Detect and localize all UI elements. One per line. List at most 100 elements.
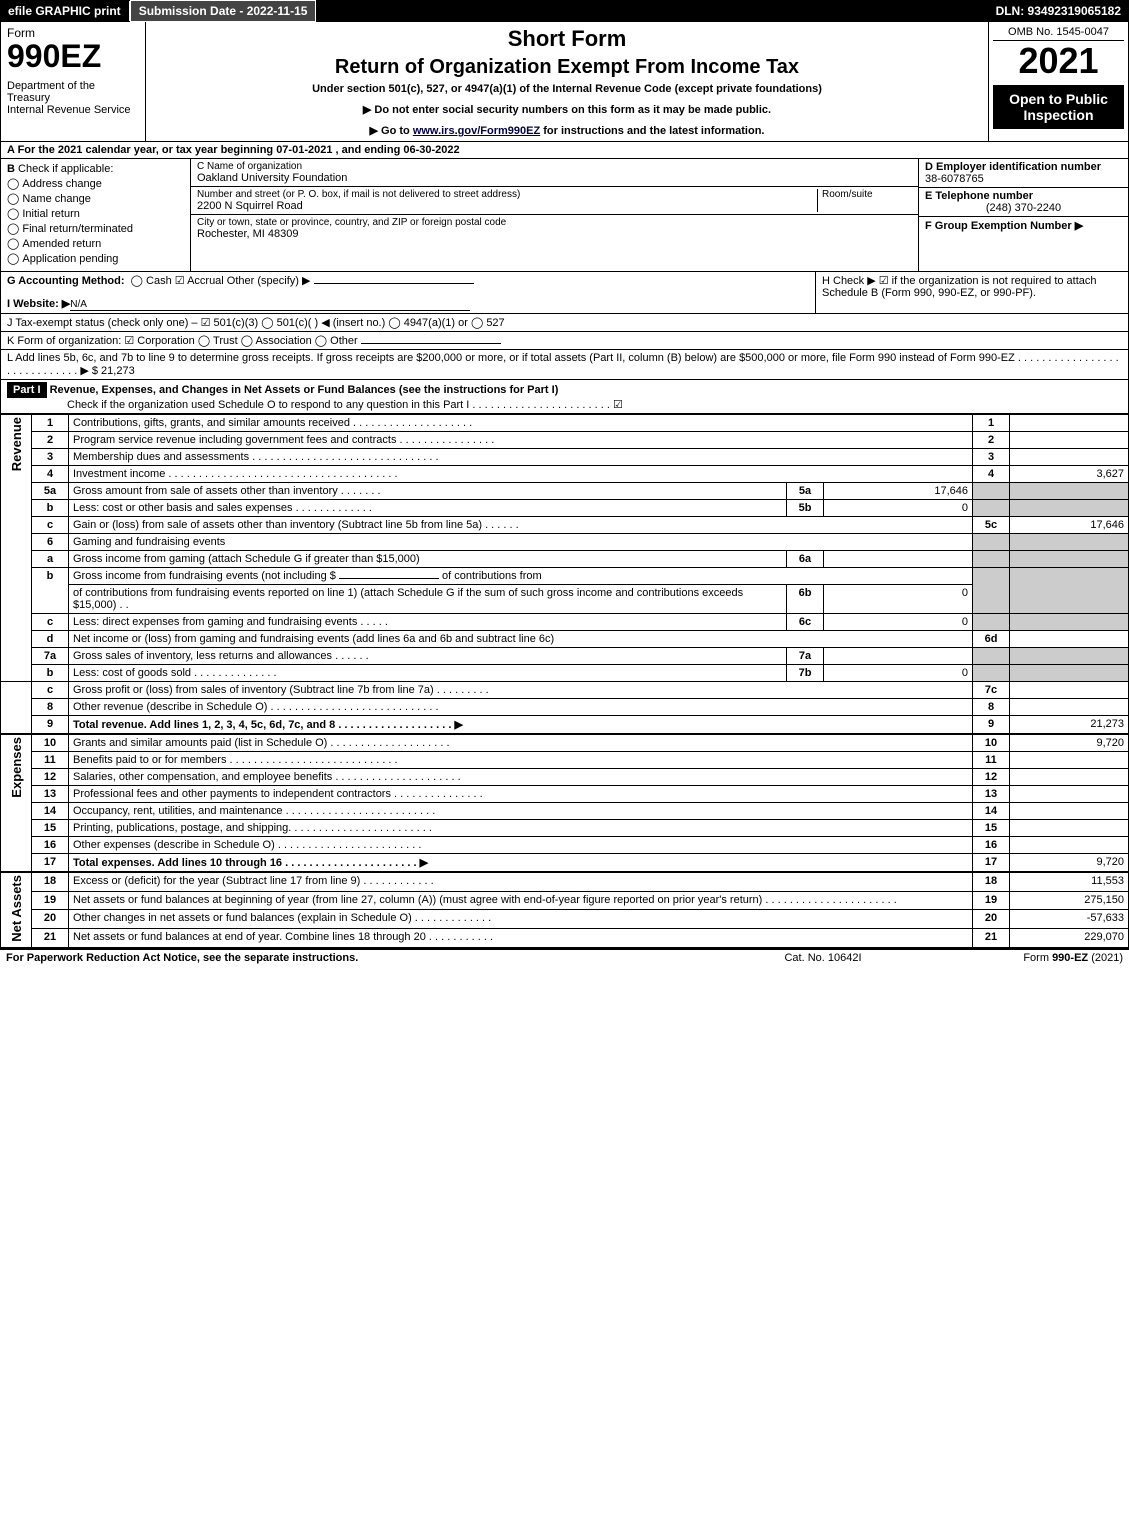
line-6d-num: d — [32, 631, 69, 648]
header-right: OMB No. 1545-0047 2021 Open to Public In… — [988, 22, 1128, 141]
page-footer: For Paperwork Reduction Act Notice, see … — [0, 948, 1129, 966]
line-4-num: 4 — [32, 466, 69, 483]
submission-date-label: Submission Date - 2022-11-15 — [130, 0, 317, 22]
line-6b-num: b — [32, 568, 69, 614]
accounting-method-opts[interactable]: ◯ Cash ☑ Accrual Other (specify) ▶ — [131, 275, 311, 287]
irs-link[interactable]: www.irs.gov/Form990EZ — [413, 125, 540, 137]
opt-address-change[interactable]: ◯ Address change — [7, 177, 184, 190]
efile-print-label[interactable]: efile GRAPHIC print — [0, 1, 130, 21]
line-2-text: Program service revenue including govern… — [69, 432, 973, 449]
line-14-text: Occupancy, rent, utilities, and maintena… — [69, 803, 973, 820]
line-7c-num: c — [32, 682, 69, 699]
dln-label: DLN: 93492319065182 — [988, 1, 1129, 21]
part-1-title: Revenue, Expenses, and Changes in Net As… — [50, 384, 559, 396]
opt-name-change[interactable]: ◯ Name change — [7, 192, 184, 205]
part-1-header: Part I Revenue, Expenses, and Changes in… — [0, 380, 1129, 414]
box-h[interactable]: H Check ▶ ☑ if the organization is not r… — [815, 272, 1128, 313]
line-6d-amount — [1010, 631, 1129, 648]
line-7b-subamt: 0 — [824, 665, 973, 682]
line-6c-text: Less: direct expenses from gaming and fu… — [69, 614, 787, 631]
opt-application-pending[interactable]: ◯ Application pending — [7, 252, 184, 265]
line-11-text: Benefits paid to or for members . . . . … — [69, 752, 973, 769]
line-18-amount: 11,553 — [1010, 873, 1129, 892]
row-k-text: K Form of organization: ☑ Corporation ◯ … — [7, 335, 358, 347]
opt-initial-return[interactable]: ◯ Initial return — [7, 207, 184, 220]
line-5b-text: Less: cost or other basis and sales expe… — [69, 500, 787, 517]
info-grid: B Check if applicable: ◯ Address change … — [0, 159, 1129, 272]
line-9-ref: 9 — [973, 716, 1010, 734]
line-6-num: 6 — [32, 534, 69, 551]
line-6a-text: Gross income from gaming (attach Schedul… — [69, 551, 787, 568]
group-exemption-label: F Group Exemption Number ▶ — [925, 220, 1083, 232]
org-name-label: C Name of organization — [197, 161, 912, 172]
line-16-amount — [1010, 837, 1129, 854]
row-g-h: G Accounting Method: ◯ Cash ☑ Accrual Ot… — [0, 272, 1129, 314]
line-9-num: 9 — [32, 716, 69, 734]
line-6b-subamt: 0 — [824, 585, 973, 614]
line-7c-text: Gross profit or (loss) from sales of inv… — [69, 682, 973, 699]
line-3-amount — [1010, 449, 1129, 466]
part-1-label: Part I — [7, 382, 47, 398]
line-17-num: 17 — [32, 854, 69, 872]
line-11-num: 11 — [32, 752, 69, 769]
line-6c-amt-grey — [1010, 614, 1129, 631]
box-def: D Employer identification number 38-6078… — [918, 159, 1128, 271]
part-1-check[interactable]: Check if the organization used Schedule … — [7, 399, 623, 411]
instr-no-ssn: ▶ Do not enter social security numbers o… — [152, 103, 982, 116]
line-5a-num: 5a — [32, 483, 69, 500]
netassets-section-label: Net Assets — [1, 873, 32, 948]
line-16-num: 16 — [32, 837, 69, 854]
line-7b-amt-grey — [1010, 665, 1129, 682]
line-13-ref: 13 — [973, 786, 1010, 803]
line-5b-num: b — [32, 500, 69, 517]
netassets-table: Net Assets 18 Excess or (deficit) for th… — [0, 872, 1129, 948]
row-l-text: L Add lines 5b, 6c, and 7b to line 9 to … — [7, 352, 1119, 377]
line-21-num: 21 — [32, 929, 69, 948]
line-5a-text: Gross amount from sale of assets other t… — [69, 483, 787, 500]
opt-amended-return[interactable]: ◯ Amended return — [7, 237, 184, 250]
line-15-ref: 15 — [973, 820, 1010, 837]
line-20-num: 20 — [32, 910, 69, 929]
row-k[interactable]: K Form of organization: ☑ Corporation ◯ … — [0, 332, 1129, 350]
line-12-ref: 12 — [973, 769, 1010, 786]
line-6-amt-grey — [1010, 534, 1129, 551]
line-8-num: 8 — [32, 699, 69, 716]
line-10-amount: 9,720 — [1010, 735, 1129, 752]
opt-amended-return-text: Amended return — [22, 238, 101, 250]
row-l: L Add lines 5b, 6c, and 7b to line 9 to … — [0, 350, 1129, 380]
box-c: C Name of organization Oakland Universit… — [191, 159, 918, 271]
opt-name-change-text: Name change — [22, 193, 91, 205]
line-5b-ref-grey — [973, 500, 1010, 517]
form-number: 990EZ — [7, 40, 139, 72]
instr-goto-post: for instructions and the latest informat… — [540, 125, 764, 137]
line-8-text: Other revenue (describe in Schedule O) .… — [69, 699, 973, 716]
city-label: City or town, state or province, country… — [197, 217, 912, 228]
line-15-amount — [1010, 820, 1129, 837]
line-1-num: 1 — [32, 415, 69, 432]
line-6c-num: c — [32, 614, 69, 631]
line-6b-text-2: of contributions from fundraising events… — [69, 585, 787, 614]
line-17-ref: 17 — [973, 854, 1010, 872]
line-5c-amount: 17,646 — [1010, 517, 1129, 534]
line-4-amount: 3,627 — [1010, 466, 1129, 483]
line-a-text: A For the 2021 calendar year, or tax yea… — [7, 144, 460, 156]
line-12-text: Salaries, other compensation, and employ… — [69, 769, 973, 786]
line-7c-ref: 7c — [973, 682, 1010, 699]
line-4-text: Investment income . . . . . . . . . . . … — [69, 466, 973, 483]
line-6c-ref-grey — [973, 614, 1010, 631]
line-5b-amt-grey — [1010, 500, 1129, 517]
line-10-ref: 10 — [973, 735, 1010, 752]
header-left: Form 990EZ Department of the Treasury In… — [1, 22, 146, 141]
line-1-amount — [1010, 415, 1129, 432]
line-6a-num: a — [32, 551, 69, 568]
line-6a-subamt — [824, 551, 973, 568]
opt-final-return[interactable]: ◯ Final return/terminated — [7, 222, 184, 235]
line-20-amount: -57,633 — [1010, 910, 1129, 929]
line-15-text: Printing, publications, postage, and shi… — [69, 820, 973, 837]
row-j[interactable]: J Tax-exempt status (check only one) ‒ ☑… — [0, 314, 1129, 332]
line-7a-num: 7a — [32, 648, 69, 665]
line-13-num: 13 — [32, 786, 69, 803]
line-20-text: Other changes in net assets or fund bala… — [69, 910, 973, 929]
line-a-tax-year: A For the 2021 calendar year, or tax yea… — [0, 142, 1129, 159]
line-6a-amt-grey — [1010, 551, 1129, 568]
